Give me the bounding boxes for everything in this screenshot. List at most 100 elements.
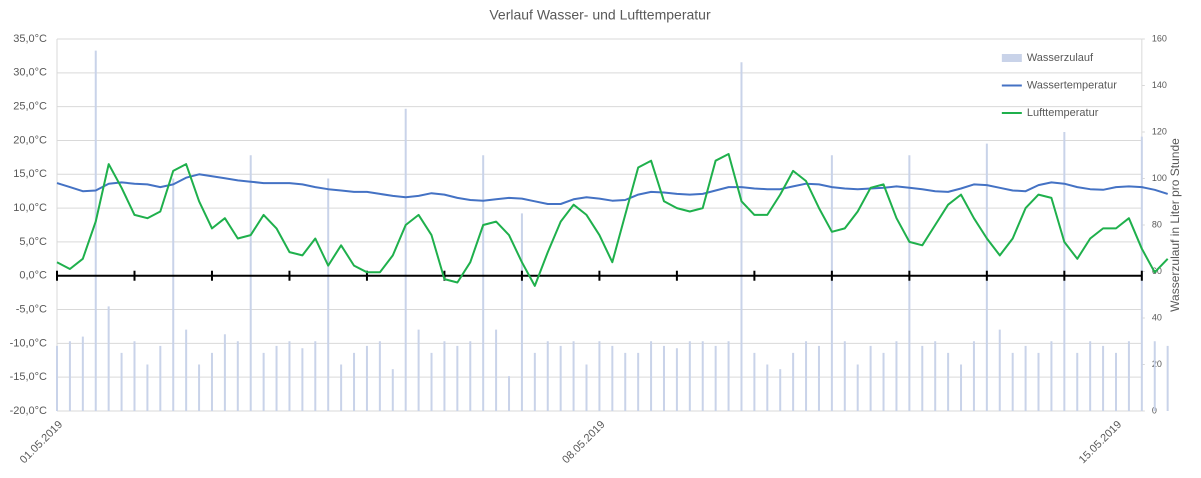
bar [727,341,730,411]
bar [972,341,975,411]
bar [456,345,459,411]
y-tick-label: 15,0°C [13,168,47,180]
y2-tick-label: 40 [1152,312,1162,322]
legend-swatch [1001,54,1022,62]
y-tick-label: -20,0°C [10,405,47,417]
bar [1011,352,1014,411]
y-tick-label: 0,0°C [19,270,47,282]
bar [340,364,343,411]
bar [1166,345,1169,411]
bar [1076,352,1079,411]
bar [520,213,523,411]
bar [843,341,846,411]
x-tick-label: 15.05.2019 [1077,419,1124,466]
bar [805,341,808,411]
line [56,153,1169,287]
bar [1115,352,1117,411]
bar [753,352,756,411]
bar [637,352,640,411]
bar [185,329,188,411]
y-tick-label: 35,0°C [13,33,47,45]
bar [314,341,317,411]
bar [249,155,252,411]
bar [378,341,381,411]
bar [430,352,433,411]
bar [934,341,937,411]
bar [81,336,84,411]
chart-title: Verlauf Wasser- und Lufttemperatur [489,7,711,23]
y-tick-label: 20,0°C [13,134,47,146]
bar [120,352,123,411]
bar [56,345,58,411]
bar [960,364,963,411]
legend-label: Lufttemperatur [1027,107,1099,119]
legend-label: Wasserzulauf [1027,52,1094,64]
bar [947,352,950,411]
bar [559,345,562,411]
bar [856,364,859,411]
bar [508,376,511,411]
bar [1153,341,1156,411]
bar [301,348,304,411]
bar [417,329,420,411]
bar [611,345,614,411]
bar [624,352,627,411]
bar [107,306,110,411]
bar [1089,341,1092,411]
y2-tick-label: 80 [1152,219,1162,229]
bar [443,341,446,411]
bar [159,345,162,411]
bar [830,155,833,411]
bar [585,364,588,411]
bar [766,364,769,411]
bar [223,334,226,411]
bar [817,345,820,411]
bar [275,345,278,411]
y-tick-label: 5,0°C [19,236,47,248]
x-tick-label: 01.05.2019 [18,419,65,466]
bar [650,341,653,411]
bar [675,348,678,411]
bar [94,50,97,411]
x-tick-label: 08.05.2019 [560,419,607,466]
bar [740,62,743,411]
bar [404,108,407,411]
y-tick-label: 10,0°C [13,202,47,214]
bar [236,341,239,411]
bar [146,364,149,411]
bar [210,352,213,411]
bar [482,155,485,411]
bar [68,341,71,411]
bar [1037,352,1040,411]
y2-tick-label: 120 [1152,126,1167,136]
y2-tick-label: 160 [1152,33,1167,43]
bar [495,329,498,411]
bar [546,341,549,411]
line [56,173,1169,205]
bar [701,341,704,411]
y-tick-label: 30,0°C [13,67,47,79]
y-tick-label: 25,0°C [13,101,47,113]
bar [533,352,536,411]
bar [327,178,330,411]
bar [1127,341,1130,411]
y2-axis-label: Wasserzulauf in Liter pro Stunde [1168,138,1182,312]
bar [172,178,175,411]
y2-tick-label: 20 [1152,359,1162,369]
y-tick-label: -15,0°C [10,371,47,383]
bar [572,341,575,411]
bar [714,345,717,411]
bar [598,341,601,411]
bar [921,345,924,411]
bar [869,345,872,411]
bar [353,352,356,411]
bar [882,352,885,411]
bar [688,341,691,411]
bar [469,341,472,411]
bar [365,345,368,411]
bar [1102,345,1105,411]
bar [133,341,136,411]
y-tick-label: -10,0°C [10,337,47,349]
